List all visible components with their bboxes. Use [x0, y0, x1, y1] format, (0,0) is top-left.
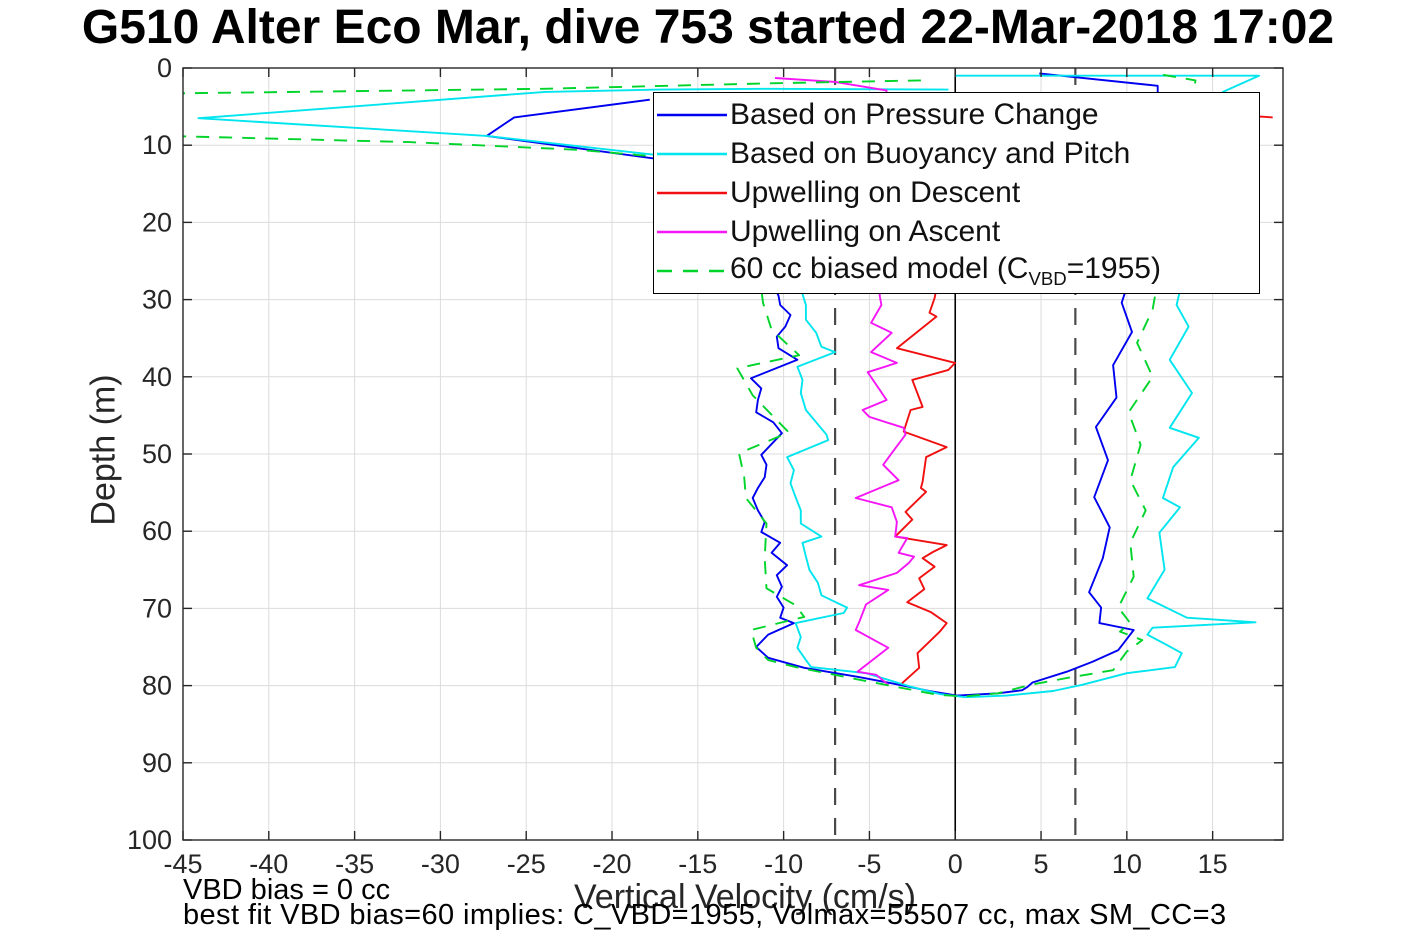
svg-text:90: 90	[142, 748, 172, 778]
svg-text:-15: -15	[678, 849, 717, 879]
y-axis-label: Depth (m)	[84, 374, 123, 526]
legend-item-0: Based on Pressure Change	[654, 96, 1259, 134]
svg-text:0: 0	[948, 849, 963, 879]
svg-text:-25: -25	[507, 849, 546, 879]
svg-text:-45: -45	[163, 849, 202, 879]
series-upwelling-on-ascent	[774, 77, 915, 686]
legend-item-2: Upwelling on Descent	[654, 174, 1259, 212]
legend-label: Upwelling on Descent	[730, 175, 1021, 209]
legend-label: Based on Pressure Change	[730, 97, 1099, 131]
legend-line-sample	[654, 190, 730, 196]
svg-text:100: 100	[127, 825, 172, 855]
legend: Based on Pressure Change Based on Buoyanc…	[653, 92, 1260, 294]
legend-line-sample	[654, 268, 730, 274]
vbd-bias-annotation: VBD bias = 0 cc	[183, 874, 391, 906]
x-axis-label: Vertical Velocity (cm/s)	[574, 878, 916, 916]
svg-text:15: 15	[1198, 849, 1228, 879]
legend-item-1: Based on Buoyancy and Pitch	[654, 135, 1259, 173]
svg-text:50: 50	[142, 439, 172, 469]
svg-text:30: 30	[142, 285, 172, 315]
svg-text:0: 0	[157, 53, 172, 83]
legend-line-sample	[654, 112, 730, 118]
chart-title: G510 Alter Eco Mar, dive 753 started 22-…	[81, 1, 1335, 54]
legend-item-3: Upwelling on Ascent	[654, 213, 1259, 251]
svg-text:10: 10	[1112, 849, 1142, 879]
axis-box	[182, 67, 1284, 841]
svg-text:80: 80	[142, 671, 172, 701]
legend-label: Upwelling on Ascent	[730, 215, 1001, 249]
svg-text:5: 5	[1034, 849, 1049, 879]
svg-text:60: 60	[142, 516, 172, 546]
series-based-on-buoyancy-and-pitch	[197, 74, 1260, 699]
svg-text:-20: -20	[593, 849, 632, 879]
svg-text:-35: -35	[335, 849, 374, 879]
svg-text:20: 20	[142, 207, 172, 237]
legend-line-sample	[654, 151, 730, 157]
svg-text:-5: -5	[857, 849, 881, 879]
svg-text:-30: -30	[421, 849, 460, 879]
svg-text:-10: -10	[764, 849, 803, 879]
svg-text:40: 40	[142, 362, 172, 392]
legend-line-sample	[654, 229, 730, 235]
series-upwelling-on-descent	[894, 115, 1273, 685]
tick-labels: -45 -40 -35 -30 -25 -20 -15 -10 -5 0 5 10 15 0 10 20 30 4…	[127, 53, 1228, 879]
series-based-on-pressure-change	[485, 72, 1159, 697]
svg-text:70: 70	[142, 593, 172, 623]
legend-label: 60 cc biased model (CVBD=1955)	[730, 252, 1161, 290]
best-fit-annotation: best fit VBD bias=60 implies: C_VBD=1955…	[183, 899, 1227, 931]
svg-text:-40: -40	[249, 849, 288, 879]
legend-item-4: 60 cc biased model (CVBD=1955)	[654, 252, 1259, 290]
svg-text:10: 10	[142, 130, 172, 160]
legend-label: Based on Buoyancy and Pitch	[730, 136, 1131, 170]
